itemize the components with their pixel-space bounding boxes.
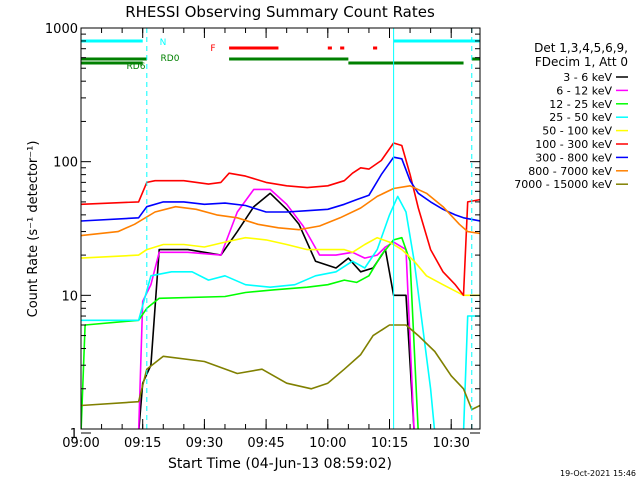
- state-bar-label-rd6: RD6: [127, 62, 146, 72]
- legend-header-line-2: FDecim 1, Att 0: [535, 55, 628, 69]
- state-bar-label-n: N: [160, 38, 167, 48]
- legend-label-1: 3 - 6 keV: [563, 71, 612, 84]
- y-tick-label-3: 100: [53, 156, 78, 171]
- y-axis-label: Count Rate (s⁻¹ detector⁻¹): [26, 141, 41, 318]
- x-axis-label: Start Time (04-Jun-13 08:59:02): [168, 456, 392, 472]
- y-tick-label-4: 1000: [45, 22, 78, 37]
- time-markers: [146, 28, 473, 429]
- chart-title: RHESSI Observing Summary Count Rates: [125, 3, 435, 21]
- series-line-1: [138, 192, 415, 429]
- y-tick-label-1: 1: [70, 427, 78, 442]
- state-bars: N F RD0 RD6: [81, 38, 480, 72]
- axes: 09:00 09:15 09:30 09:45 10:00 10:15 10:30 1 10 10…: [45, 22, 480, 451]
- series-line-7: [81, 156, 480, 222]
- x-tick-label-2: 09:15: [124, 436, 161, 451]
- series-line-5: [81, 236, 480, 297]
- x-tick-label-3: 09:30: [186, 436, 223, 451]
- series-line-6: [81, 142, 480, 297]
- state-bar-label-f: F: [210, 44, 215, 54]
- legend-label-7: 300 - 800 keV: [535, 151, 612, 164]
- x-tick-label-6: 10:15: [371, 436, 408, 451]
- legend-label-8: 800 - 7000 keV: [528, 165, 612, 178]
- y-tick-label-2: 10: [61, 289, 78, 304]
- x-tick-label-4: 09:45: [247, 436, 284, 451]
- x-tick-label-1: 09:00: [62, 436, 99, 451]
- plot-frame: [80, 27, 481, 430]
- legend: Det 1,3,4,5,6,9, FDecim 1, Att 0 3 - 6 k…: [514, 41, 628, 191]
- legend-label-2: 6 - 12 keV: [556, 84, 612, 97]
- legend-label-3: 12 - 25 keV: [549, 98, 612, 111]
- legend-label-4: 25 - 50 keV: [549, 111, 612, 124]
- legend-label-5: 50 - 100 keV: [542, 125, 612, 138]
- series-line-4: [81, 195, 480, 429]
- state-bar-label-rd0: RD0: [161, 54, 180, 64]
- footer-date: 19-Oct-2021 15:46: [560, 469, 636, 478]
- x-tick-label-5: 10:00: [309, 436, 346, 451]
- series-line-8: [81, 185, 480, 237]
- legend-header-line-1: Det 1,3,4,5,6,9,: [534, 41, 628, 55]
- legend-label-6: 100 - 300 keV: [535, 138, 612, 151]
- x-tick-label-7: 10:30: [432, 436, 469, 451]
- plot-area: N F RD0 RD6: [81, 28, 480, 429]
- series-line-9: [81, 324, 480, 411]
- legend-label-9: 7000 - 15000 keV: [514, 178, 612, 191]
